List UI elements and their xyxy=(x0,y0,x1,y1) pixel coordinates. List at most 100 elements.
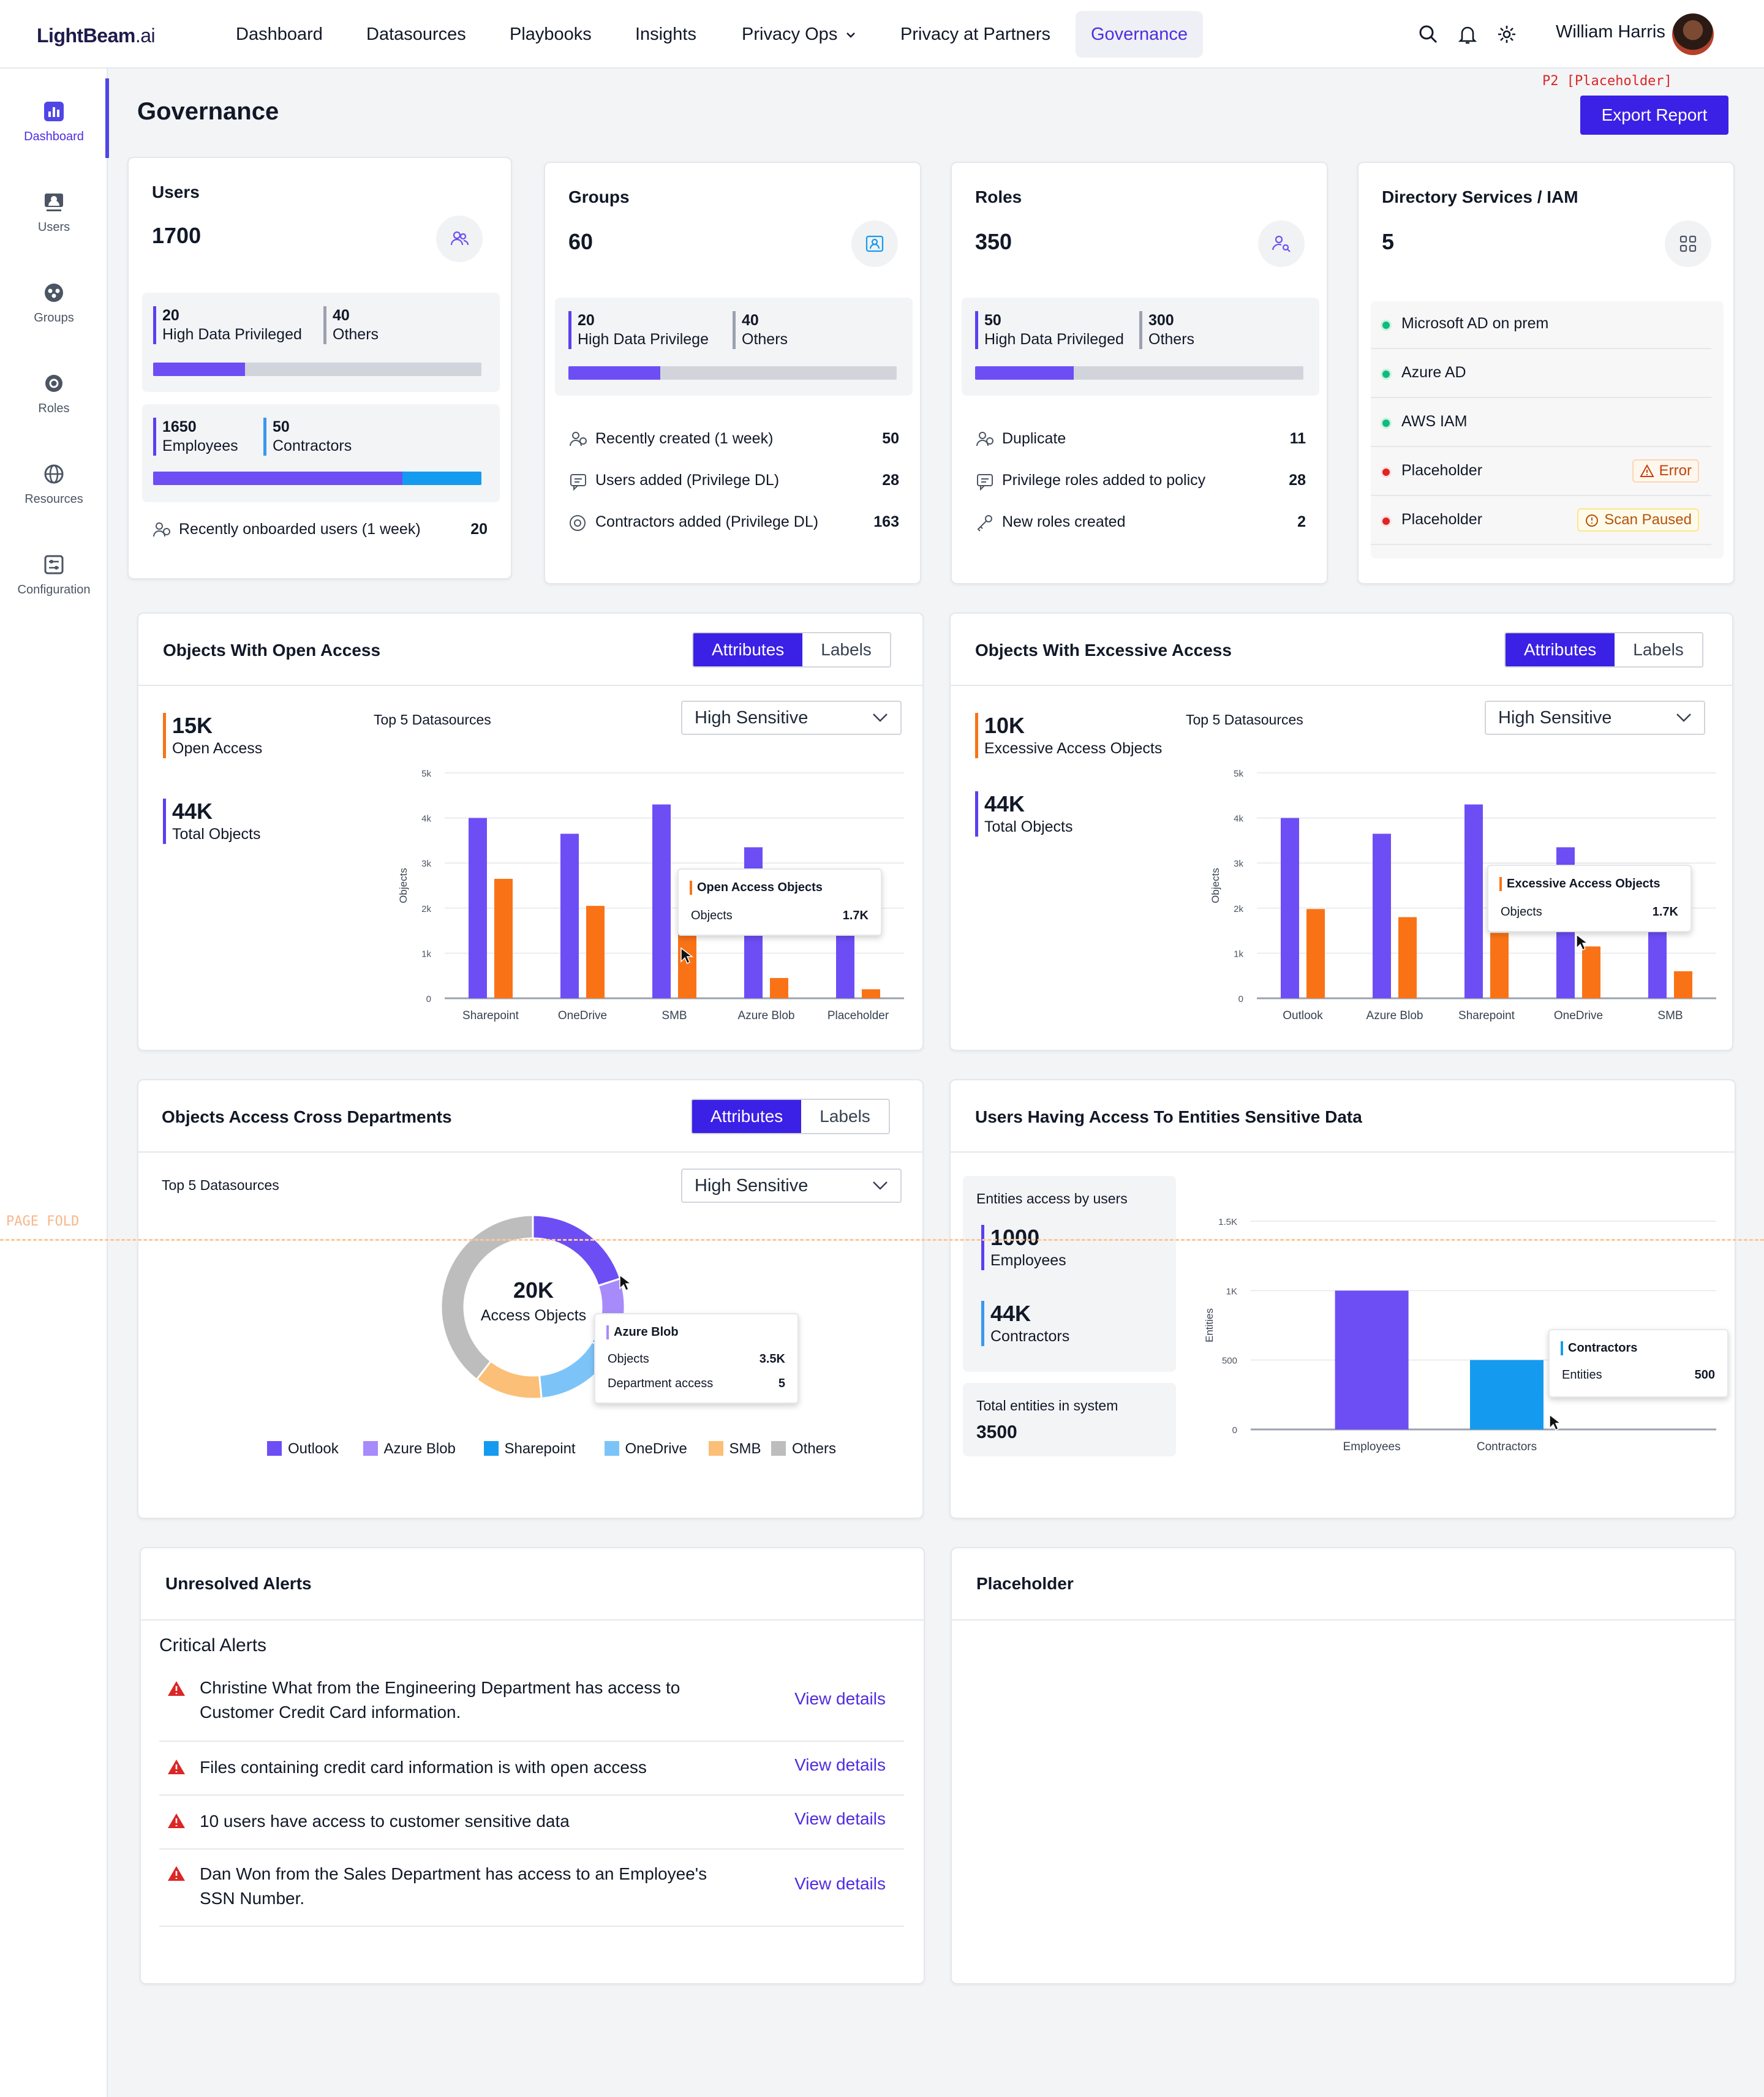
card-title: Unresolved Alerts xyxy=(165,1574,312,1593)
users-card: Users 1700 20 High Data Privileged 40 Othe… xyxy=(127,157,512,579)
open-access-stat: 15K Open Access xyxy=(163,713,262,758)
view-details-link[interactable]: View details xyxy=(794,1874,886,1893)
sensitivity-dropdown[interactable]: High Sensitive xyxy=(1485,701,1705,735)
roles-icon xyxy=(45,375,62,392)
sidebar-item-label: Groups xyxy=(34,311,74,325)
sidebar: Dashboard Users Groups Roles Resources C… xyxy=(0,69,109,2097)
legend-item[interactable]: OneDrive xyxy=(604,1440,687,1458)
user-name[interactable]: William Harris xyxy=(1556,22,1665,42)
view-details-link[interactable]: View details xyxy=(794,1689,886,1708)
open-access-card: Objects With Open Access Attributes Labe… xyxy=(137,612,924,1051)
card-title: Users xyxy=(152,183,200,201)
sensitivity-dropdown[interactable]: High Sensitive xyxy=(681,1169,902,1203)
excessive-access-stat: 10K Excessive Access Objects xyxy=(975,713,1162,758)
sidebar-item-roles[interactable]: Roles xyxy=(0,358,108,431)
message-icon xyxy=(570,474,586,491)
nav-playbooks[interactable]: Playbooks xyxy=(510,24,592,44)
tab-labels[interactable]: Labels xyxy=(802,633,890,666)
legend-item[interactable]: Outlook xyxy=(267,1440,339,1458)
privileged-box: 20 High Data Privileged 40 Others xyxy=(142,293,500,392)
directory-item[interactable]: AWS IAM xyxy=(1371,398,1711,447)
view-details-link[interactable]: View details xyxy=(794,1809,886,1828)
key-user-icon xyxy=(977,515,992,532)
view-details-link[interactable]: View details xyxy=(794,1755,886,1774)
status-dot xyxy=(1381,320,1392,331)
nav-privacy-at-partners[interactable]: Privacy at Partners xyxy=(900,24,1050,44)
nav-privacy-ops[interactable]: Privacy Ops xyxy=(726,11,871,58)
sidebar-item-label: Users xyxy=(37,220,70,234)
privileged-bar xyxy=(153,363,481,376)
chevron-down-icon xyxy=(846,32,856,39)
chevron-down-icon xyxy=(873,1181,888,1190)
nav-insights[interactable]: Insights xyxy=(635,24,696,44)
bar xyxy=(1281,818,1299,998)
bar xyxy=(1398,917,1417,998)
duplicate-row: Duplicate 11 xyxy=(975,430,1306,448)
tab-labels[interactable]: Labels xyxy=(801,1100,889,1133)
directory-icon-circle xyxy=(1665,220,1711,267)
x-tick-label: Azure Blob xyxy=(1366,1009,1423,1022)
export-report-button[interactable]: Export Report xyxy=(1580,96,1728,135)
chart-tooltip: Open Access Objects Objects 1.7K xyxy=(677,868,882,936)
x-tick-label: Sharepoint xyxy=(1458,1009,1515,1022)
sidebar-item-groups[interactable]: Groups xyxy=(0,267,108,341)
legend-swatch xyxy=(363,1441,378,1456)
groups-card: Groups 60 20 High Data Privilege 40 Others… xyxy=(544,162,921,584)
card-title: Objects With Excessive Access xyxy=(975,641,1232,660)
tab-attributes[interactable]: Attributes xyxy=(693,633,803,666)
bell-icon[interactable] xyxy=(1457,23,1479,45)
nav-datasources[interactable]: Datasources xyxy=(366,24,466,44)
legend-item[interactable]: Others xyxy=(771,1440,836,1458)
excessive-access-card: Objects With Excessive Access Attributes… xyxy=(949,612,1733,1051)
message-icon xyxy=(977,474,993,491)
search-icon[interactable] xyxy=(1417,23,1439,45)
legend-item[interactable]: SMB xyxy=(708,1440,761,1458)
sidebar-item-label: Roles xyxy=(38,402,70,415)
card-header: Objects With Excessive Access Attributes… xyxy=(951,614,1732,686)
nav-dashboard[interactable]: Dashboard xyxy=(236,24,323,44)
users-icon xyxy=(570,432,587,446)
bar xyxy=(586,906,605,998)
chart-tooltip: Contractors Entities 500 xyxy=(1548,1329,1728,1398)
sidebar-item-configuration[interactable]: Configuration xyxy=(0,539,108,612)
y-tick-label: 500 xyxy=(1222,1356,1237,1366)
users-icon xyxy=(450,231,469,246)
sensitivity-dropdown[interactable]: High Sensitive xyxy=(681,701,902,735)
privileged-stat: 20 High Data Privilege xyxy=(568,311,709,349)
donut-center: 20K Access Objects xyxy=(480,1278,587,1324)
legend-item[interactable]: Azure Blob xyxy=(363,1440,456,1458)
x-tick-label: OneDrive xyxy=(1554,1009,1603,1022)
critical-alerts-heading: Critical Alerts xyxy=(159,1635,267,1655)
chart-tooltip: Azure Blob Objects 3.5K Department access… xyxy=(594,1313,799,1404)
directory-item[interactable]: Placeholder Error xyxy=(1371,447,1711,496)
privilege-roles-row: Privilege roles added to policy 28 xyxy=(975,472,1306,491)
gear-icon[interactable] xyxy=(1496,23,1518,45)
logo[interactable]: LightBeam.ai xyxy=(37,24,156,47)
status-dot xyxy=(1381,467,1392,478)
tab-attributes[interactable]: Attributes xyxy=(692,1100,802,1133)
legend-item[interactable]: Sharepoint xyxy=(483,1440,576,1458)
tab-attributes[interactable]: Attributes xyxy=(1506,633,1615,666)
directory-item[interactable]: Placeholder Scan Paused xyxy=(1371,496,1711,545)
sidebar-item-resources[interactable]: Resources xyxy=(0,448,108,522)
privileged-stat: 20 High Data Privileged xyxy=(153,306,302,344)
bar xyxy=(1335,1290,1409,1429)
bar xyxy=(560,834,579,998)
card-title: Placeholder xyxy=(976,1574,1074,1593)
directory-card: Directory Services / IAM 5 Microsoft AD … xyxy=(1357,162,1735,584)
sidebar-item-dashboard[interactable]: Dashboard xyxy=(0,78,109,159)
legend-swatch xyxy=(771,1441,786,1456)
directory-item[interactable]: Azure AD xyxy=(1371,349,1711,398)
contractors-stat: 50 Contractors xyxy=(263,418,352,456)
sidebar-item-users[interactable]: Users xyxy=(0,176,108,250)
legend-swatch xyxy=(604,1441,619,1456)
status-dot xyxy=(1381,369,1392,380)
x-tick-label: OneDrive xyxy=(558,1009,607,1022)
directory-item[interactable]: Microsoft AD on prem xyxy=(1371,300,1711,349)
tab-labels[interactable]: Labels xyxy=(1615,633,1702,666)
error-badge: Error xyxy=(1632,459,1699,483)
y-axis-label: Entities xyxy=(1204,1308,1215,1342)
nav-governance[interactable]: Governance xyxy=(1076,11,1203,58)
avatar[interactable] xyxy=(1672,13,1714,55)
warning-icon xyxy=(168,1760,185,1774)
